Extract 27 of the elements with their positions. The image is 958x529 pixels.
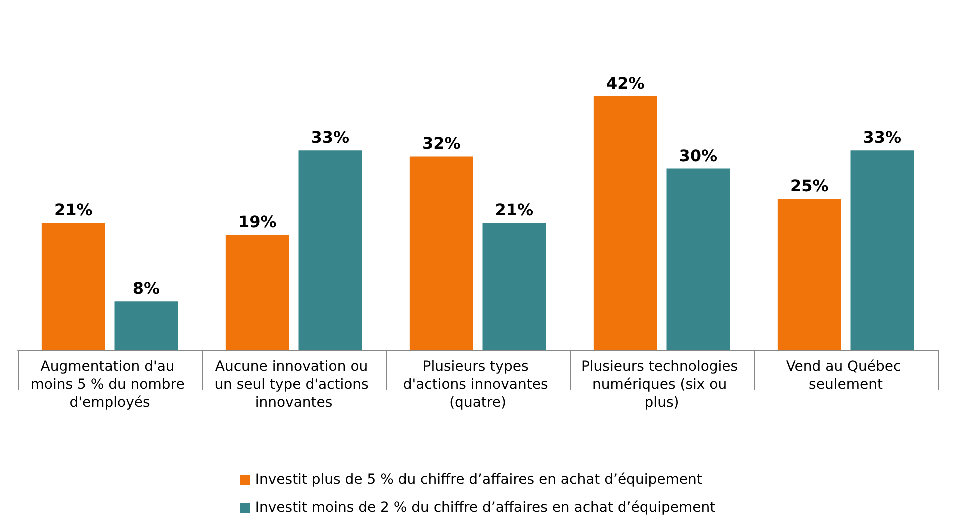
legend-label: Investit moins de 2 % du chiffre d’affaires en achat d’équipement: [255, 500, 716, 516]
bar: [410, 156, 474, 350]
x-tick-label: Plusieurs types d'actions innovantes (quatre): [403, 359, 553, 411]
bar: [114, 302, 178, 350]
x-tick-label: Aucune innovation ou un seul type d'actions innovantes: [214, 359, 374, 411]
data-label: 30%: [679, 146, 718, 166]
data-label: 8%: [132, 279, 160, 298]
data-label: 19%: [238, 212, 277, 232]
x-tick-label: Plusieurs technologies numériques (six ou plus): [581, 359, 743, 411]
bar: [850, 150, 914, 350]
data-label: 21%: [495, 200, 534, 220]
bar: [666, 168, 730, 350]
bar: [594, 96, 658, 350]
bar: [298, 150, 362, 350]
data-label: 32%: [422, 134, 461, 154]
data-label: 25%: [790, 176, 829, 196]
bar: [778, 199, 842, 350]
data-label: 33%: [863, 128, 902, 148]
bar: [482, 223, 546, 350]
legend-label: Investit plus de 5 % du chiffre d’affaires en achat d’équipement: [255, 472, 703, 488]
data-label: 21%: [54, 200, 93, 220]
data-label: 42%: [606, 74, 645, 93]
x-tick-label: Augmentation d'au moins 5 % du nombre d'employés: [30, 359, 190, 411]
x-tick-label: Vend au Québec seulement: [786, 359, 906, 393]
bar: [226, 235, 290, 350]
data-label: 33%: [311, 128, 350, 148]
bar: [42, 223, 106, 350]
